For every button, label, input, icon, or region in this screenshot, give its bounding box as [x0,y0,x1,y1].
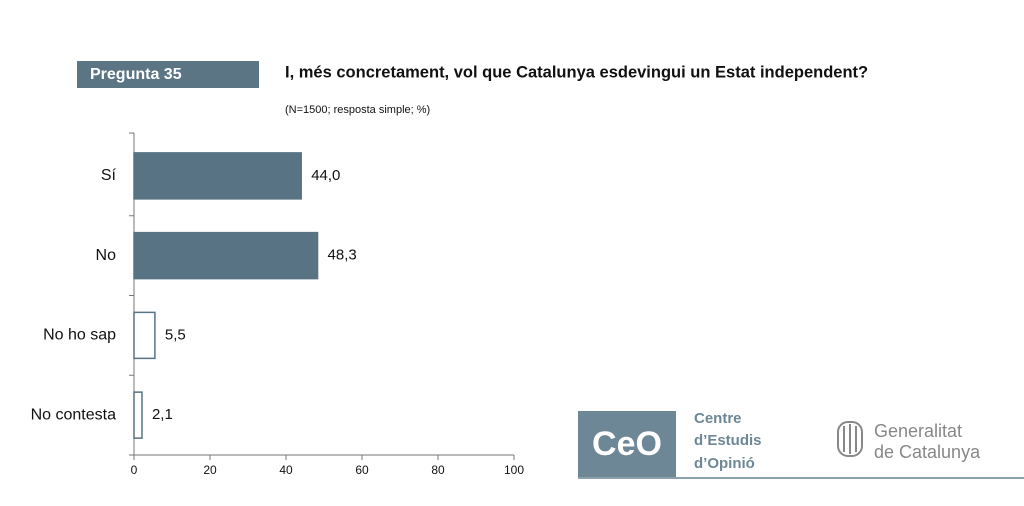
x-tick-label: 20 [203,463,217,477]
x-tick-label: 0 [131,463,138,477]
question-box [77,61,259,88]
x-tick-label: 100 [504,463,524,477]
bar [133,311,156,360]
chart-subtitle: (N=1500; resposta simple; %) [285,104,430,116]
y-tick-label: No [96,247,117,264]
value-label: 2,1 [152,406,173,423]
generalitat-text: de Catalunya [874,442,981,462]
generalitat-logo: Generalitat de Catalunya [837,421,981,462]
generalitat-text: Generalitat [874,421,962,441]
ceo-text: d’Estudis [694,432,762,449]
y-tick-label: No contesta [31,406,116,423]
ceo-mark: CeO [592,425,662,463]
x-tick-label: 40 [279,463,293,477]
bar [133,391,143,439]
y-tick-label: No ho sap [43,327,116,344]
x-tick-label: 60 [355,463,369,477]
ceo-box [578,411,676,477]
y-tick-label: Sí [101,167,117,184]
value-label: 44,0 [311,167,340,184]
emblem-stripes [843,424,857,454]
chart-title: I, més concretament, vol que Catalunya e… [285,63,868,81]
value-label: 48,3 [328,247,357,264]
emblem [837,421,863,457]
bar [133,231,319,280]
ceo-text: Centre [694,410,742,427]
bar [133,152,302,200]
value-label: 5,5 [165,326,186,343]
ceo-text: d’Opinió [694,455,755,472]
question-label: Pregunta 35 [90,66,182,83]
ceo-logo: CeO Centre d’Estudis d’Opinió [578,410,762,477]
x-tick-label: 80 [431,463,445,477]
